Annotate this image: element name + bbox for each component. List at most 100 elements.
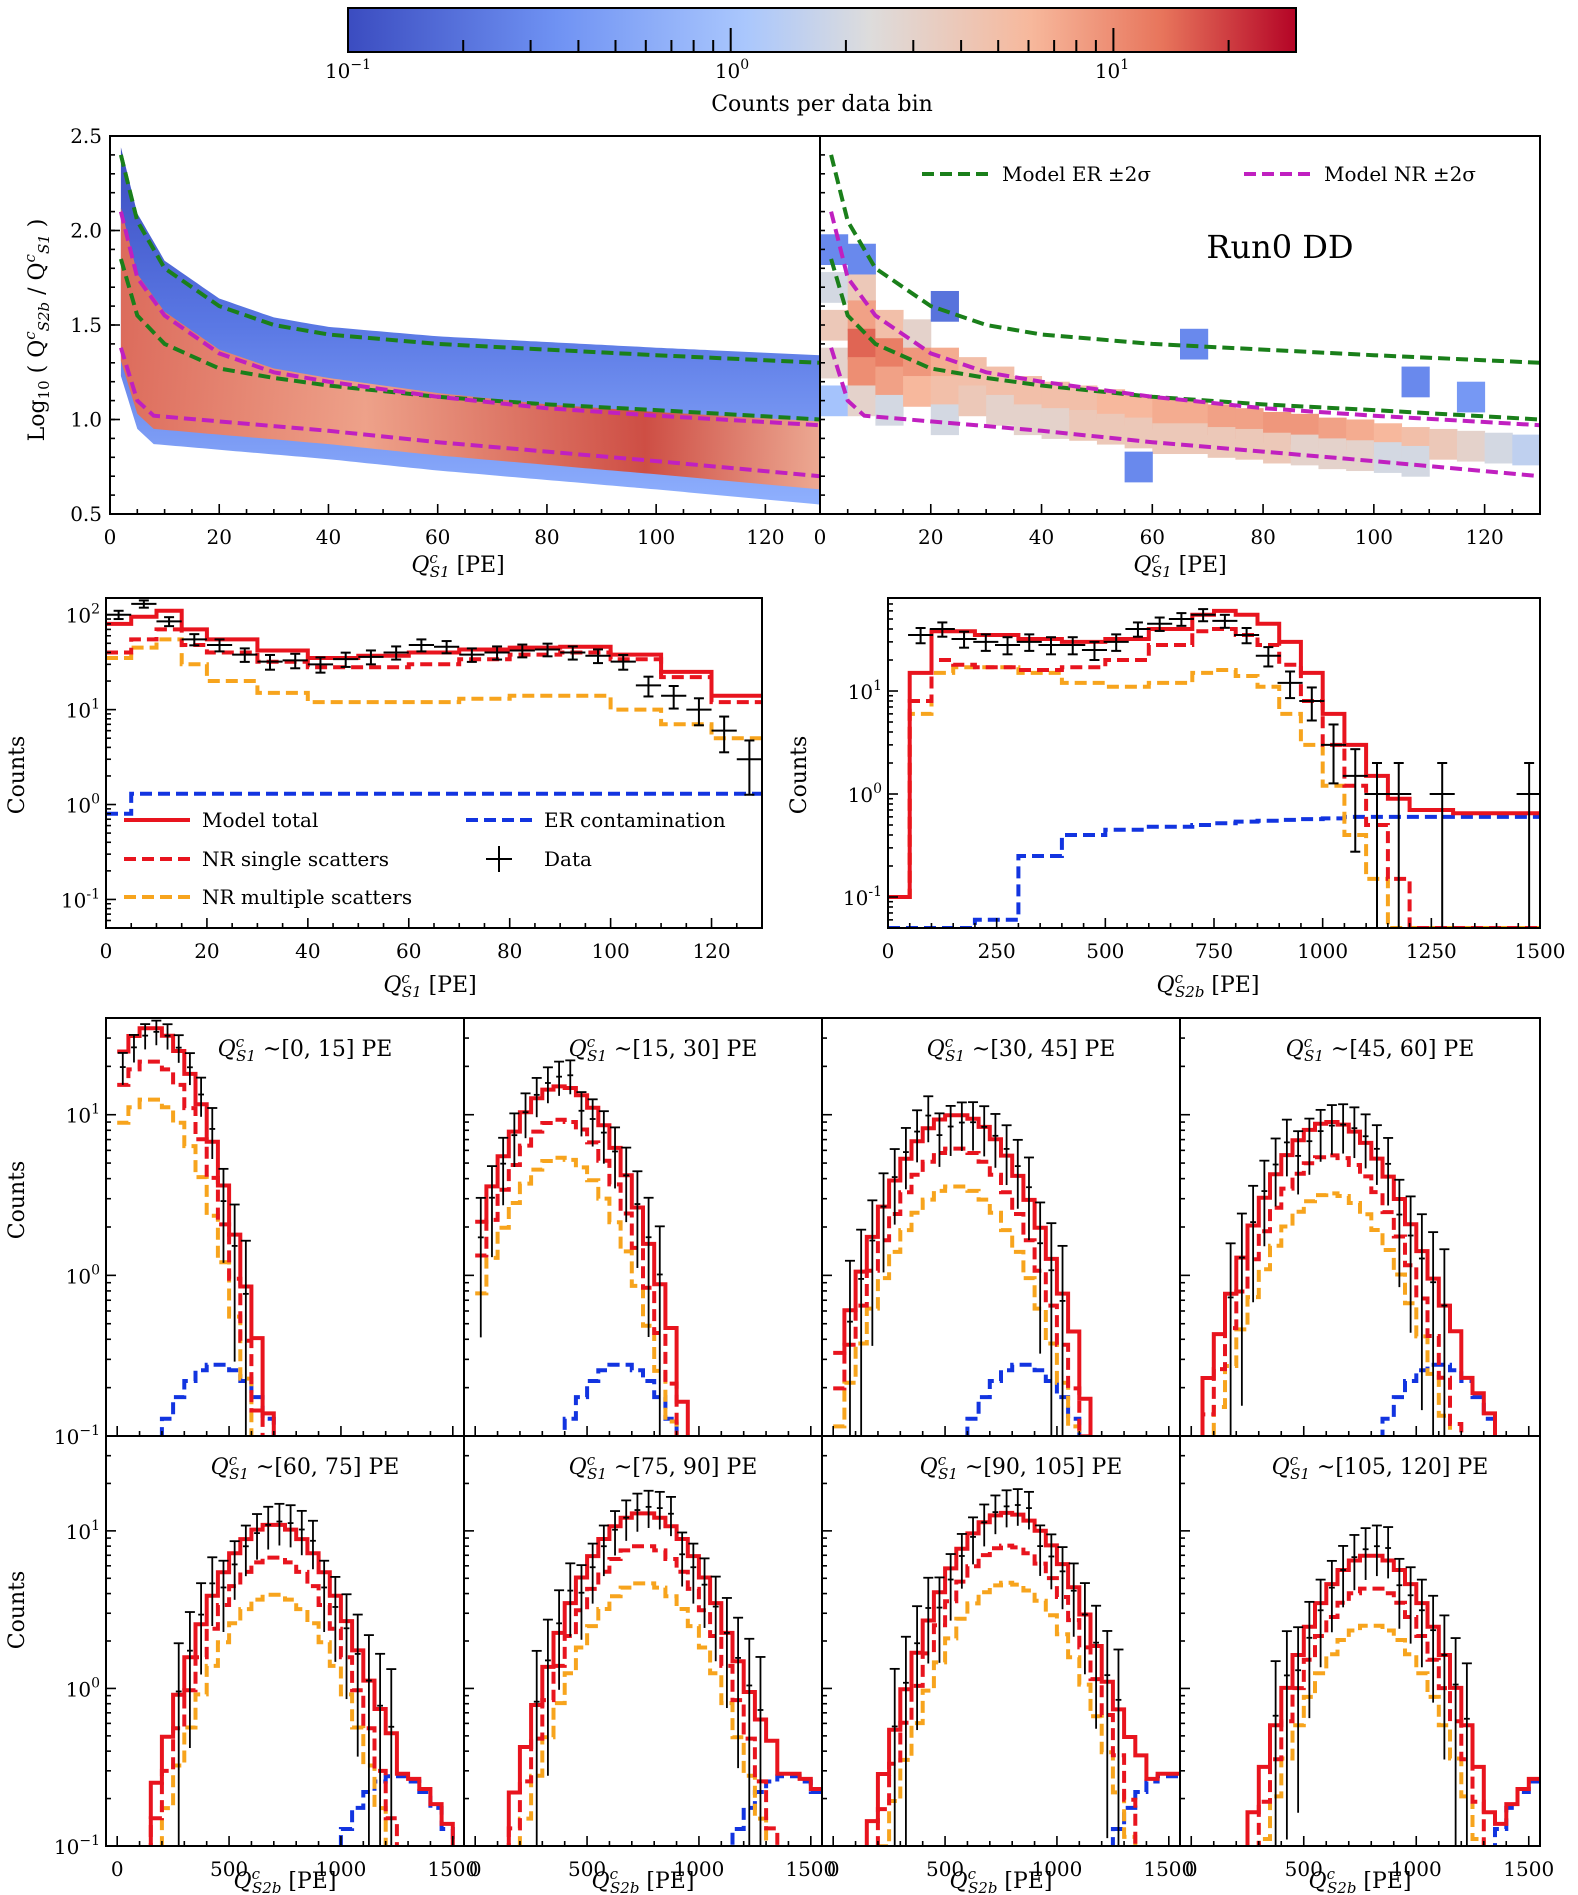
slice-panels: Qc S1 ~[0, 15] PE 10−1 100 101 Qc S1 ~[15, 30]… <box>54 1017 1554 1881</box>
spectrum-lines <box>888 608 1540 928</box>
data-point <box>744 1637 755 1846</box>
x-tick-label: 80 <box>1250 525 1275 549</box>
data-bin <box>1512 434 1541 466</box>
data-point <box>1035 1524 1046 1576</box>
nr-single-line <box>117 1059 265 1436</box>
x-tick-label: 60 <box>425 525 450 549</box>
data-bin <box>1180 423 1209 455</box>
data-bin <box>1401 445 1430 477</box>
x-tick-label: 1000 <box>1391 1857 1442 1881</box>
data-bin <box>875 338 904 369</box>
data-bin <box>1456 430 1486 462</box>
data-point <box>330 1576 341 1662</box>
data-point <box>973 633 999 652</box>
y-tick-label: 1.5 <box>70 313 102 337</box>
data-point <box>1439 1248 1450 1436</box>
data-point <box>1168 612 1194 627</box>
legend-data-marker <box>486 846 512 872</box>
data-point <box>1405 1566 1416 1644</box>
slice-label: Qc S1 ~[15, 30] PE <box>569 1033 758 1065</box>
s2-spectrum-ylabel: Counts <box>787 736 812 815</box>
data-bin <box>1401 366 1430 398</box>
model-total-line <box>106 608 762 698</box>
run-label: Run0 DD <box>1206 228 1353 266</box>
data-point <box>1338 1103 1349 1154</box>
slice-panel: Qc S1 ~[60, 75] PE 10−1 100 101 0 500 1000 1500 <box>54 1435 478 1881</box>
nr-single-line <box>475 1117 679 1436</box>
data-point <box>1416 1578 1427 1668</box>
data-point <box>1304 1117 1315 1175</box>
data-point <box>677 1531 688 1587</box>
data-point <box>565 1059 576 1095</box>
x-tick-label: 1000 <box>673 1857 724 1881</box>
data-point <box>408 638 434 653</box>
data-point <box>386 1668 397 1846</box>
data-point <box>900 1127 911 1190</box>
data-point <box>1371 1124 1382 1185</box>
y-tick-label: 2.5 <box>70 124 102 148</box>
scatter-panel-left: 0 20 40 60 80 100 120 0.5 1.0 1.5 2.0 2.5 <box>70 124 821 549</box>
data-point <box>878 1172 889 1273</box>
s1-spectrum-xlabel: Qc S1 [PE] <box>383 969 476 1001</box>
data-point <box>1439 1614 1450 1760</box>
data-point <box>867 1199 878 1346</box>
data-point <box>665 1495 676 1537</box>
data-point <box>1190 608 1216 623</box>
data-point <box>968 1101 979 1151</box>
x-tick-label: 1250 <box>1406 939 1457 963</box>
x-tick-label: 0 <box>1185 1857 1198 1881</box>
nr-single-line <box>888 627 1540 928</box>
x-tick-label: 1500 <box>785 1857 836 1881</box>
slice-ylabel-bottom: Counts <box>5 1571 30 1650</box>
data-point <box>661 684 687 710</box>
data-point <box>307 656 334 674</box>
x-tick-label: 500 <box>210 1857 248 1881</box>
x-tick-label: 60 <box>1140 525 1165 549</box>
data-point <box>643 1196 654 1338</box>
data-bin <box>1263 432 1292 464</box>
data-point <box>979 1105 990 1157</box>
data-point <box>363 1634 374 1846</box>
data-point <box>1320 723 1347 785</box>
slice-label: Qc S1 ~[0, 15] PE <box>218 1033 393 1065</box>
data-point <box>1255 646 1281 668</box>
data-bin <box>875 366 904 398</box>
data-point <box>520 1092 531 1139</box>
data-point <box>1068 1562 1079 1637</box>
x-tick-label: 60 <box>396 939 421 963</box>
data-point <box>1001 1489 1012 1528</box>
model-total-line <box>864 1510 1180 1846</box>
data-point <box>934 1112 945 1167</box>
data-bin <box>1318 438 1347 470</box>
nr-band-line <box>118 347 821 479</box>
s2-spectrum-xlabel: Qc S2b [PE] <box>1157 969 1260 1001</box>
x-tick-label: 0 <box>111 1857 124 1881</box>
data-point <box>1428 1231 1439 1436</box>
slice-panel: Qc S1 ~[30, 45] PE <box>821 1017 1181 1437</box>
nr-multiple-line <box>833 1184 1082 1436</box>
y-tick-label: 100 <box>66 1675 100 1701</box>
x-tick-label: 20 <box>207 525 232 549</box>
data-point <box>1046 1533 1057 1590</box>
data-point <box>721 1597 732 1709</box>
data-point <box>635 675 662 698</box>
data-point <box>383 645 409 661</box>
data-point <box>1125 621 1151 638</box>
nr-multiple-line <box>875 1580 1138 1846</box>
data-point <box>232 647 258 663</box>
nr-single-line <box>875 1543 1138 1846</box>
data-point <box>285 1504 296 1548</box>
plot-frame <box>1179 1435 1541 1847</box>
data-point <box>1057 1244 1068 1436</box>
data-point <box>736 739 762 796</box>
data-point <box>1038 636 1064 656</box>
data-point <box>710 1575 721 1662</box>
data-point <box>1248 1184 1259 1303</box>
data-point <box>162 1023 173 1050</box>
slice-xlabels: Qc S2b [PE] Qc S2b [PE] Qc S2b [PE] Qc S2b [PE] <box>234 1865 1412 1895</box>
data-point <box>598 1110 609 1164</box>
x-tick-label: 80 <box>497 939 522 963</box>
data-point <box>1349 1106 1360 1159</box>
data-point <box>923 1095 934 1143</box>
nr-multiple-line <box>888 665 1540 928</box>
